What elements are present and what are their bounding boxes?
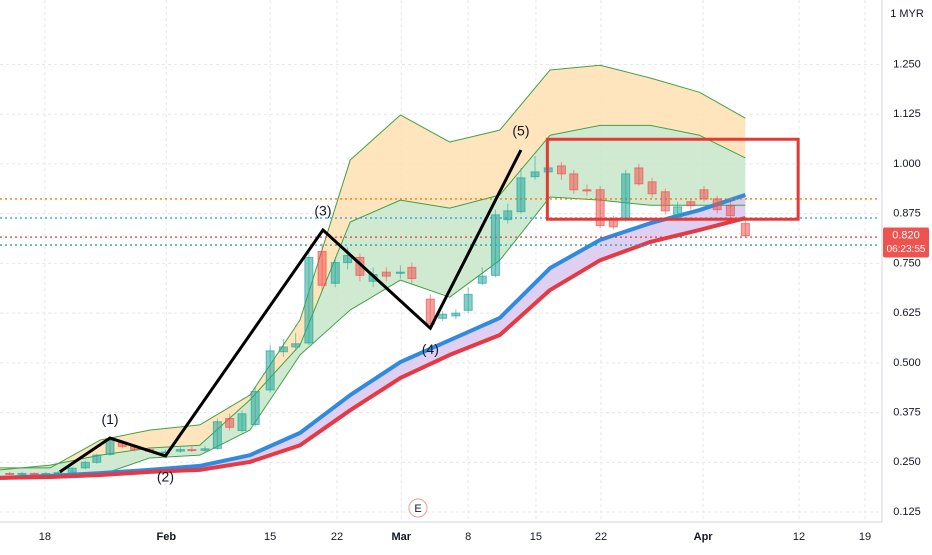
event-label: E (414, 503, 421, 515)
y-tick-label: 1.000 (893, 158, 921, 170)
candle-body (291, 343, 301, 348)
candle-body (725, 205, 735, 217)
y-tick-label: 0.375 (893, 406, 921, 418)
candle-body (647, 181, 657, 195)
band-fill (0, 194, 746, 478)
price-tag (883, 227, 929, 258)
candle-body (92, 454, 102, 463)
currency-label: 1 MYR (890, 8, 924, 20)
x-tick-label: 18 (39, 531, 51, 543)
wave-label: (5) (512, 123, 529, 139)
candle-body (237, 413, 247, 431)
x-tick-label: 22 (331, 531, 343, 543)
candle-body (265, 350, 275, 391)
candle-body (304, 256, 314, 344)
overlay-line (0, 64, 746, 469)
candle-body (250, 391, 260, 426)
candle-body (438, 313, 448, 319)
x-tick-label: 22 (595, 531, 607, 543)
candle-body (740, 223, 750, 237)
candle-body (503, 210, 513, 221)
price-tag-countdown: 06:23:55 (887, 244, 926, 255)
band-fill (0, 65, 746, 470)
candle-body (699, 189, 709, 200)
candle-body (200, 448, 210, 451)
x-tick-label: Feb (157, 531, 177, 543)
y-tick-label: 0.625 (893, 307, 921, 319)
y-tick-label: 0.125 (893, 506, 921, 518)
candle-body (5, 472, 15, 475)
x-tick-label: Mar (391, 531, 411, 543)
candle-body (425, 298, 435, 325)
candle-body (660, 191, 670, 212)
candle-body (595, 189, 605, 227)
candle-body (634, 167, 644, 185)
wave-label: (1) (101, 411, 118, 427)
candle-body (105, 439, 115, 455)
candle-body (80, 461, 90, 469)
candle-body (225, 418, 235, 428)
candle-body (530, 171, 540, 178)
x-tick-label: 8 (465, 531, 471, 543)
x-tick-label: 19 (859, 531, 871, 543)
x-tick-label: 12 (793, 531, 805, 543)
candle-body (212, 421, 222, 449)
candle-body (381, 271, 391, 277)
price-tag-label: 0.820 (892, 229, 920, 241)
candle-body (556, 165, 566, 175)
candle-body (67, 467, 77, 473)
candle-body (569, 173, 579, 191)
candle-body (53, 472, 63, 475)
wave-label: (2) (157, 469, 174, 485)
candle-body (187, 449, 197, 452)
y-tick-label: 0.250 (893, 456, 921, 468)
highlight-box (545, 137, 800, 221)
candle-body (673, 206, 683, 216)
candle-body (29, 472, 39, 475)
candle-body (451, 312, 461, 317)
candle-body (686, 201, 696, 207)
y-tick-label: 1.250 (893, 58, 921, 70)
wave-label: (4) (422, 341, 439, 357)
candle-body (330, 262, 340, 284)
overlay-line (0, 216, 746, 480)
wave-line (59, 149, 523, 474)
x-tick-label: Apr (694, 531, 714, 543)
y-tick-label: 0.875 (893, 208, 921, 220)
candle-body (407, 266, 417, 280)
candle-body (621, 173, 631, 221)
candle-body (343, 254, 353, 264)
candle-body (175, 449, 185, 452)
x-tick-label: 15 (264, 531, 276, 543)
candle-body (463, 293, 473, 311)
candle-body (490, 214, 500, 276)
candle-body (17, 472, 27, 475)
event-marker (408, 498, 428, 518)
y-tick-label: 0.750 (893, 257, 921, 269)
candle-body (41, 472, 51, 475)
candle-body (712, 198, 722, 211)
candle-body (516, 177, 526, 213)
x-tick-label: 15 (530, 531, 542, 543)
candle-body (477, 275, 487, 284)
candle-body (278, 346, 288, 353)
candle-body (395, 271, 405, 274)
overlay-line (0, 124, 746, 471)
y-tick-label: 0.500 (893, 357, 921, 369)
y-tick-label: 1.125 (893, 108, 921, 120)
wave-label: (3) (314, 203, 331, 219)
candle-body (317, 250, 327, 286)
candle-body (582, 189, 592, 192)
band-fill (0, 125, 746, 478)
